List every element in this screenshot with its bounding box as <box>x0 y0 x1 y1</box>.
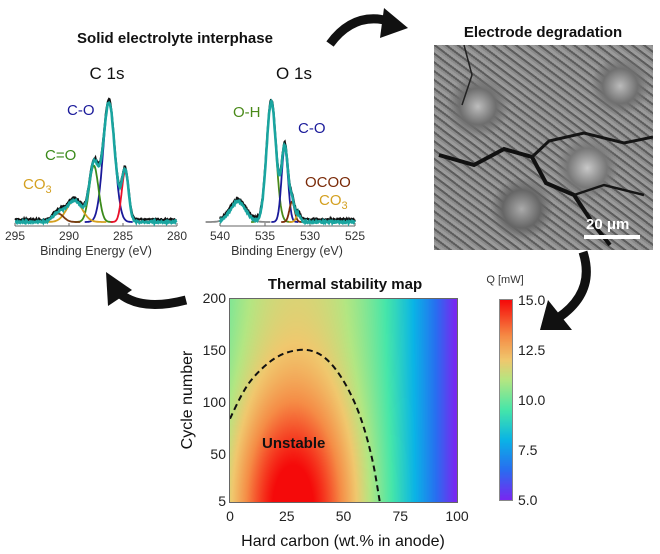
heatmap-xtick: 25 <box>279 508 295 524</box>
arrow-top-icon <box>330 8 408 44</box>
boundary-dashed-line <box>230 350 380 502</box>
heatmap-xlabel: Hard carbon (wt.% in anode) <box>241 533 445 551</box>
c1s-peak-label: C=O <box>45 147 76 164</box>
colorbar-tick: 7.5 <box>518 442 537 458</box>
graphical-abstract: Solid electrolyte interphase Electrode d… <box>0 0 660 554</box>
o1s-xtick: 530 <box>300 229 320 243</box>
c1s-title: C 1s <box>90 64 125 84</box>
o1s-peak-label: C-O <box>298 120 326 137</box>
heatmap-ytick: 50 <box>196 446 226 462</box>
sem-image: 20 μm <box>434 45 653 250</box>
colorbar-tick: 15.0 <box>518 292 545 308</box>
unstable-annotation: Unstable <box>262 435 325 452</box>
sei-title: Solid electrolyte interphase <box>77 30 273 47</box>
arrow-left-icon <box>106 272 186 306</box>
colorbar-tick: 10.0 <box>518 392 545 408</box>
c1s-xtick: 295 <box>5 229 25 243</box>
o1s-peak-label: OCOO <box>305 174 351 191</box>
o1s-xtick: 535 <box>255 229 275 243</box>
o1s-peak-label: CO3 <box>319 192 348 212</box>
o1s-xtick: 525 <box>345 229 365 243</box>
xps-peak-C-C <box>111 172 140 222</box>
heatmap-xtick: 50 <box>336 508 352 524</box>
c1s-peak-label: C-O <box>67 102 95 119</box>
c1s-xlabel: Binding Energy (eV) <box>40 244 152 258</box>
heatmap-ytick: 150 <box>196 342 226 358</box>
c1s-xtick: 280 <box>167 229 187 243</box>
o1s-xlabel: Binding Energy (eV) <box>231 244 343 258</box>
heatmap-xtick: 0 <box>226 508 234 524</box>
colorbar <box>500 300 512 500</box>
heatmap-xtick: 100 <box>445 508 468 524</box>
degradation-title: Electrode degradation <box>464 24 622 41</box>
colorbar-tick: 5.0 <box>518 492 537 508</box>
c1s-peak-label: CO3 <box>23 176 52 196</box>
colorbar-label: Q [mW] <box>486 274 523 286</box>
scale-bar-label: 20 μm <box>586 216 629 233</box>
heatmap-ytick: 5 <box>196 493 226 509</box>
c1s-xtick: 285 <box>113 229 133 243</box>
o1s-peak-label: O-H <box>233 104 261 121</box>
o1s-title: O 1s <box>276 64 312 84</box>
c1s-xtick: 290 <box>59 229 79 243</box>
xps-peak-C=O <box>74 166 112 222</box>
colorbar-tick: 12.5 <box>518 342 545 358</box>
heatmap-xtick: 75 <box>392 508 408 524</box>
xps-envelope <box>15 103 176 223</box>
o1s-xtick: 540 <box>210 229 230 243</box>
thermal-title: Thermal stability map <box>268 276 422 293</box>
heatmap-ytick: 200 <box>196 290 226 306</box>
heatmap-ytick: 100 <box>196 394 226 410</box>
scale-bar <box>584 235 640 239</box>
heatmap-ylabel: Cycle number <box>179 351 197 450</box>
stability-boundary <box>230 299 457 502</box>
arrow-right-icon <box>540 252 586 330</box>
